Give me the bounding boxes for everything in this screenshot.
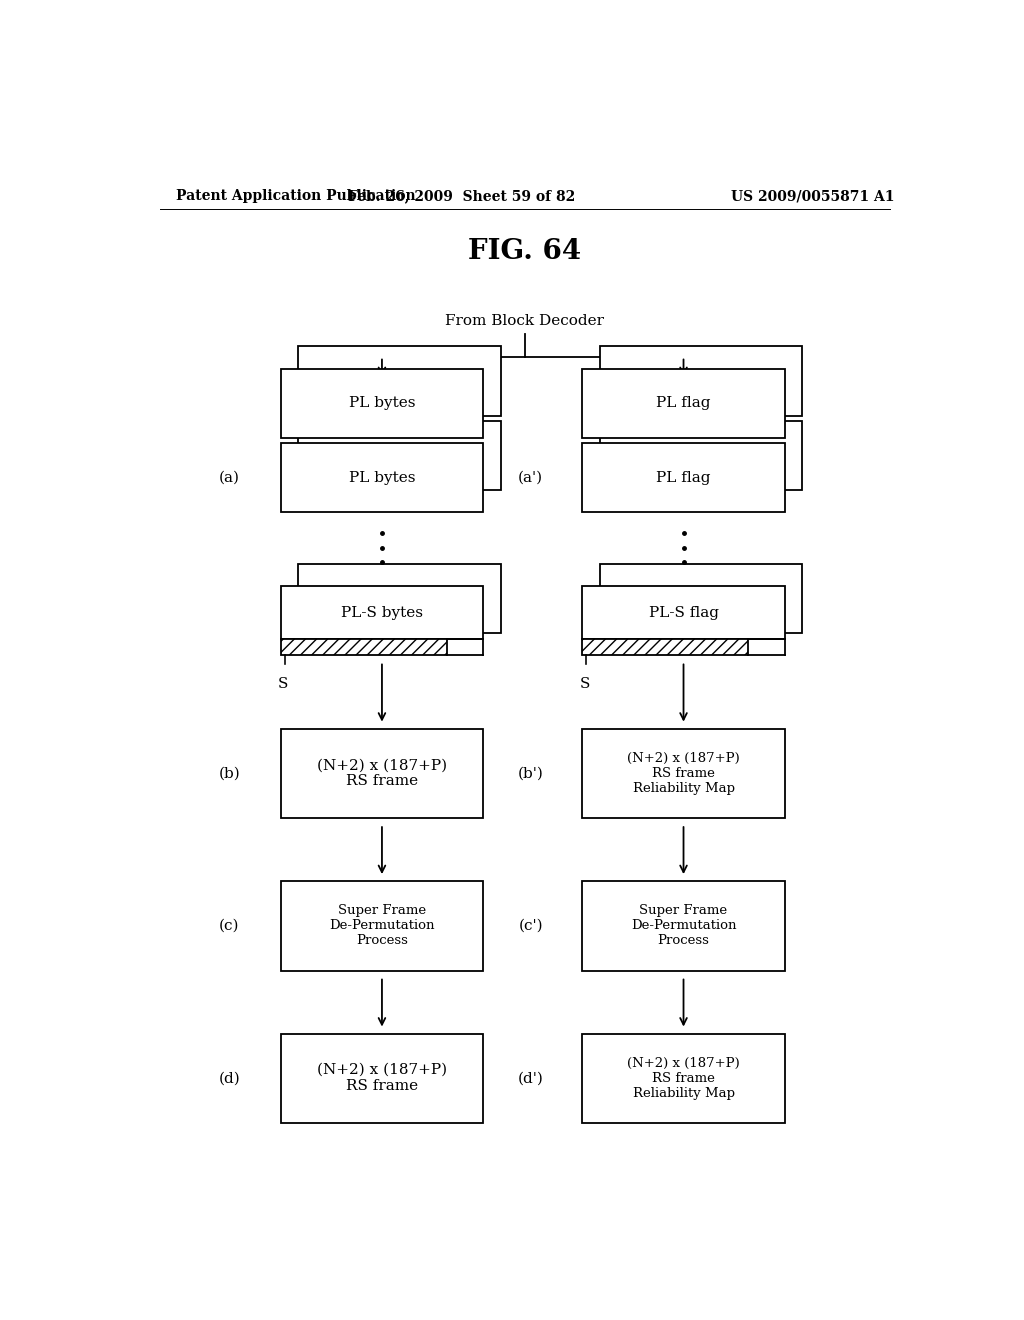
- Text: (d): (d): [218, 1072, 240, 1085]
- Text: (N+2) x (187+P)
RS frame
Reliability Map: (N+2) x (187+P) RS frame Reliability Map: [627, 1057, 740, 1100]
- Text: (a'): (a'): [518, 470, 544, 484]
- Text: Feb. 26, 2009  Sheet 59 of 82: Feb. 26, 2009 Sheet 59 of 82: [348, 189, 574, 203]
- Text: PL-S flag: PL-S flag: [648, 606, 719, 619]
- Text: (b'): (b'): [518, 767, 544, 780]
- Bar: [583, 586, 784, 639]
- Bar: [298, 346, 501, 416]
- Text: S: S: [278, 677, 289, 690]
- Text: (N+2) x (187+P)
RS frame: (N+2) x (187+P) RS frame: [316, 1063, 447, 1093]
- Bar: [281, 880, 483, 970]
- Text: PL flag: PL flag: [656, 470, 711, 484]
- Text: Super Frame
De-Permutation
Process: Super Frame De-Permutation Process: [329, 904, 435, 948]
- Bar: [583, 639, 749, 656]
- Bar: [298, 421, 501, 490]
- Text: (N+2) x (187+P)
RS frame: (N+2) x (187+P) RS frame: [316, 758, 447, 788]
- Bar: [583, 729, 784, 818]
- Text: US 2009/0055871 A1: US 2009/0055871 A1: [731, 189, 895, 203]
- Bar: [600, 346, 802, 416]
- Bar: [281, 639, 446, 656]
- Text: PL flag: PL flag: [656, 396, 711, 411]
- Bar: [281, 586, 483, 639]
- Text: From Block Decoder: From Block Decoder: [445, 314, 604, 329]
- Bar: [281, 368, 483, 438]
- Bar: [281, 729, 483, 818]
- Text: PL bytes: PL bytes: [349, 470, 415, 484]
- Text: (b): (b): [218, 767, 240, 780]
- Text: Super Frame
De-Permutation
Process: Super Frame De-Permutation Process: [631, 904, 736, 948]
- Text: S: S: [580, 677, 590, 690]
- Bar: [281, 1034, 483, 1123]
- Text: Patent Application Publication: Patent Application Publication: [176, 189, 416, 203]
- Text: FIG. 64: FIG. 64: [468, 239, 582, 265]
- Bar: [583, 444, 784, 512]
- Text: PL-S bytes: PL-S bytes: [341, 606, 423, 619]
- Text: (c'): (c'): [518, 919, 543, 933]
- Bar: [281, 444, 483, 512]
- Text: (c): (c): [219, 919, 240, 933]
- Text: (N+2) x (187+P)
RS frame
Reliability Map: (N+2) x (187+P) RS frame Reliability Map: [627, 752, 740, 795]
- Bar: [583, 368, 784, 438]
- Bar: [600, 421, 802, 490]
- Bar: [583, 880, 784, 970]
- Text: PL bytes: PL bytes: [349, 396, 415, 411]
- Bar: [298, 564, 501, 634]
- Bar: [600, 564, 802, 634]
- Text: (a): (a): [219, 470, 240, 484]
- Text: (d'): (d'): [518, 1072, 544, 1085]
- Bar: [583, 1034, 784, 1123]
